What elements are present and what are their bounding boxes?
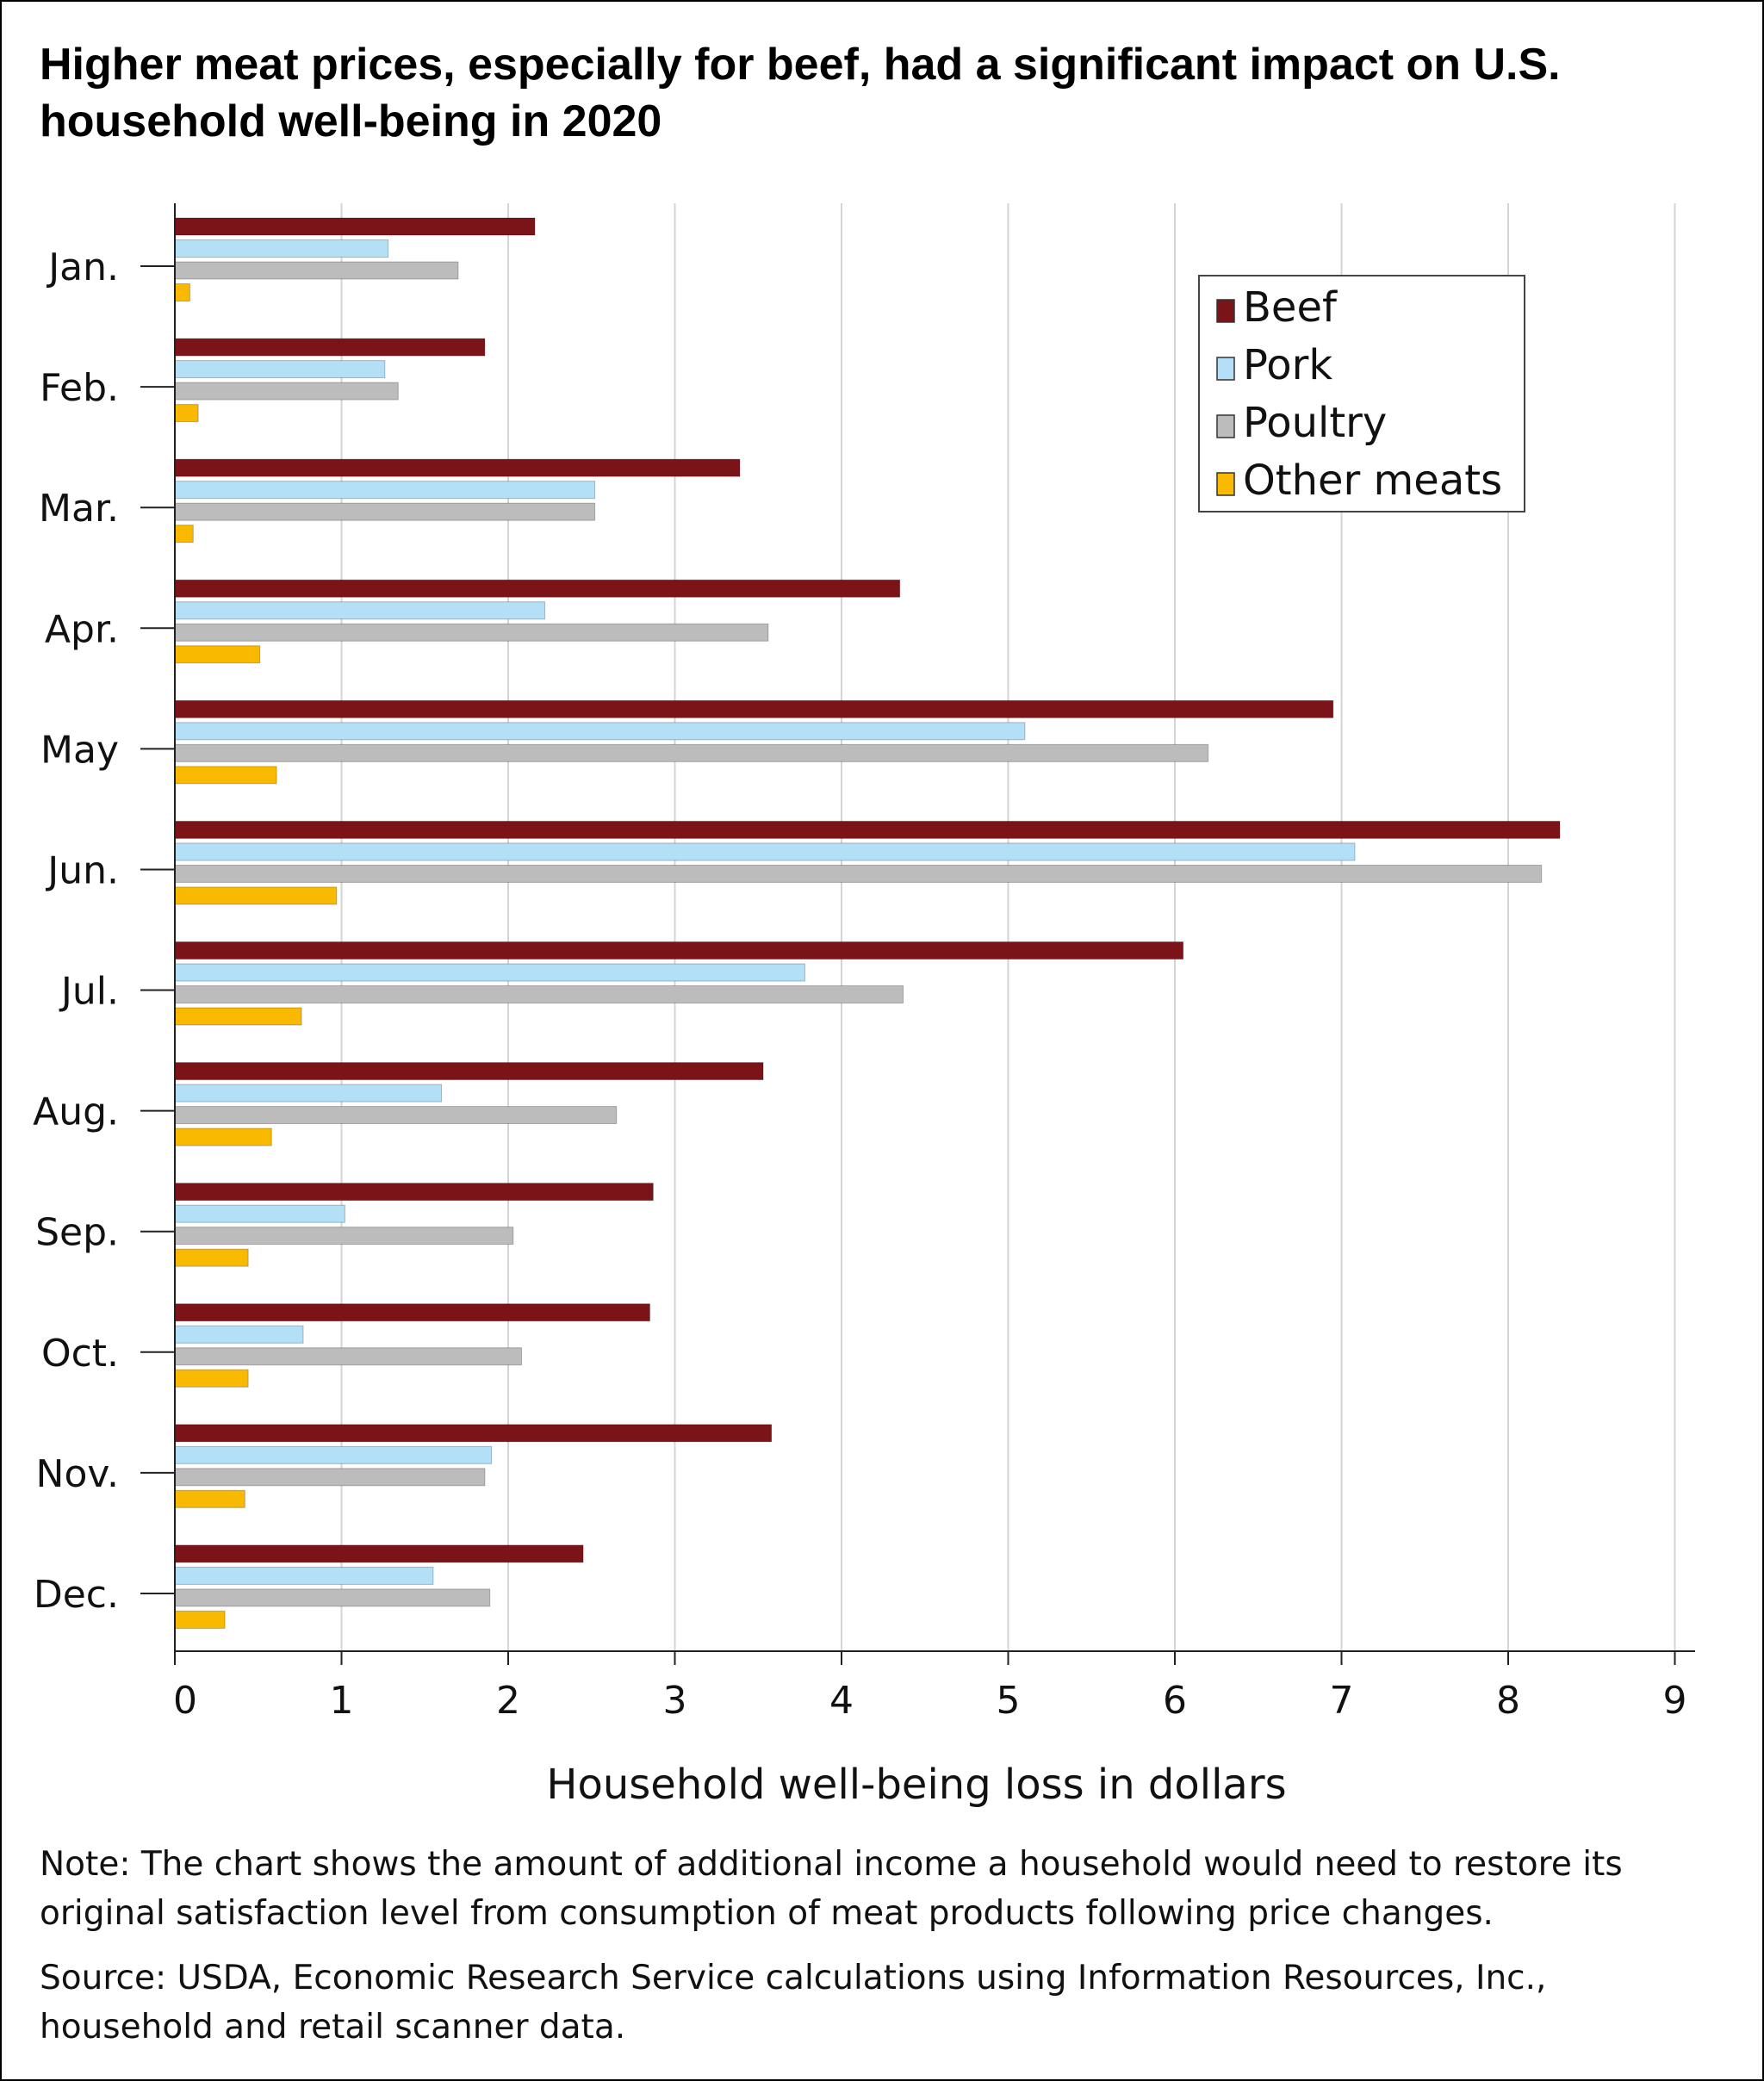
x-tick-label: 5 [997, 1679, 1021, 1723]
bar-other-meats [174, 525, 194, 544]
bar-other-meats [174, 645, 261, 664]
bar-other-meats [174, 1610, 226, 1629]
x-axis-title: Household well-being loss in dollars [546, 1761, 1286, 1809]
bar-poultry [174, 623, 769, 642]
category-label: Feb. [40, 366, 119, 410]
bar-beef [174, 820, 1561, 839]
tick-labels: 0 1 2 3 4 5 6 7 8 9 [140, 265, 1687, 1723]
x-tick-label: 6 [1163, 1679, 1187, 1723]
chart-title: Higher meat prices, especially for beef,… [40, 40, 1561, 146]
bar-beef [174, 338, 486, 357]
x-tick-label: 0 [173, 1679, 197, 1723]
x-tick-label: 7 [1330, 1679, 1354, 1723]
bars [174, 217, 1561, 1629]
chart-note: Note: The chart shows the amount of addi… [40, 1845, 1623, 1933]
category-label: May [40, 728, 119, 772]
legend-label: Beef [1243, 283, 1338, 332]
legend-swatch [1216, 299, 1235, 323]
bar-poultry [174, 502, 596, 521]
bar-beef [174, 699, 1334, 718]
bar-other-meats [174, 886, 338, 905]
legend-swatch [1216, 472, 1235, 496]
bar-pork [174, 1445, 493, 1464]
category-label: Aug. [33, 1090, 119, 1134]
bar-other-meats [174, 1127, 272, 1146]
legend-label: Other meats [1243, 457, 1502, 505]
bar-pork [174, 1204, 345, 1223]
bar-beef [174, 1062, 764, 1081]
bar-pork [174, 360, 386, 379]
bar-poultry [174, 382, 399, 401]
legend-swatch [1216, 357, 1235, 381]
bar-other-meats [174, 1489, 245, 1508]
bar-poultry [174, 261, 459, 280]
bar-poultry [174, 743, 1209, 762]
category-label: Nov. [36, 1452, 119, 1496]
legend-box [1198, 275, 1525, 512]
legend: Beef Pork Poultry Other meats [1198, 275, 1525, 512]
bar-pork [174, 239, 389, 258]
bar-other-meats [174, 1248, 249, 1267]
bar-beef [174, 1303, 650, 1322]
chart-source: Source: USDA, Economic Research Service … [40, 1959, 1547, 2047]
category-label: Mar. [39, 487, 119, 531]
category-label: Sep. [35, 1211, 119, 1255]
category-label: Jan. [46, 245, 119, 289]
category-label: Dec. [34, 1573, 119, 1617]
bar-other-meats [174, 766, 277, 785]
legend-label: Poultry [1243, 399, 1387, 447]
legend-swatch [1216, 414, 1235, 438]
bar-pork [174, 842, 1356, 861]
bar-pork [174, 1084, 443, 1103]
bar-other-meats [174, 1369, 249, 1388]
bar-poultry [174, 1227, 514, 1245]
category-label: Oct. [41, 1332, 119, 1376]
bar-poultry [174, 1588, 491, 1607]
category-labels: Jan. Feb. Mar. Apr. May Jun. Jul. Aug. Sep. Oct. N… [33, 245, 119, 1617]
bar-poultry [174, 985, 904, 1003]
bar-poultry [174, 864, 1543, 883]
category-label: Apr. [45, 607, 119, 651]
bar-beef [174, 217, 536, 236]
bar-pork [174, 722, 1026, 741]
bar-other-meats [174, 283, 190, 301]
bar-beef [174, 941, 1184, 960]
bar-poultry [174, 1347, 522, 1366]
x-tick-label: 4 [829, 1679, 854, 1723]
bar-other-meats [174, 404, 199, 423]
bar-pork [174, 1325, 304, 1344]
x-tick-label: 1 [330, 1679, 354, 1723]
bar-poultry [174, 1468, 486, 1487]
x-tick-label: 8 [1496, 1679, 1520, 1723]
bar-pork [174, 601, 546, 620]
bar-beef [174, 1544, 584, 1563]
bar-poultry [174, 1106, 618, 1125]
category-label: Jun. [45, 848, 119, 892]
bar-pork [174, 963, 805, 982]
bar-beef [174, 1183, 654, 1202]
bar-beef [174, 579, 901, 598]
bar-beef [174, 1424, 773, 1443]
category-label: Jul. [59, 970, 119, 1014]
x-tick-label: 2 [496, 1679, 520, 1723]
bar-beef [174, 458, 741, 477]
x-tick-label: 9 [1663, 1679, 1687, 1723]
legend-label: Pork [1243, 341, 1332, 389]
bar-pork [174, 481, 596, 500]
bar-other-meats [174, 1007, 302, 1026]
x-tick-label: 3 [663, 1679, 687, 1723]
axes [174, 203, 1695, 1652]
bar-pork [174, 1566, 434, 1585]
